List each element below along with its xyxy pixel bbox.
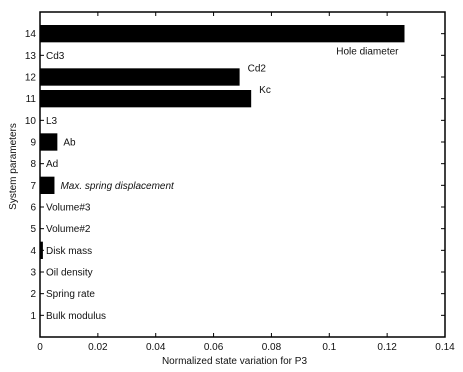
y-axis-label: System parameters bbox=[8, 123, 19, 210]
y-tick-label: 4 bbox=[30, 246, 36, 257]
plot-frame bbox=[39, 11, 446, 338]
y-tick-label: 3 bbox=[30, 268, 36, 279]
y-tick-label: 8 bbox=[30, 159, 36, 170]
bar-label: Spring rate bbox=[46, 289, 95, 300]
x-tick-label: 0 bbox=[37, 342, 43, 353]
x-tick-label: 0.12 bbox=[377, 342, 397, 353]
bar-labels-layer: Bulk modulus Spring rate Oil density Disk m… bbox=[46, 46, 399, 322]
bar-label: Oil density bbox=[46, 268, 93, 279]
x-axis-label: Normalized state variation for P3 bbox=[162, 356, 308, 367]
x-tick-label: 0.14 bbox=[435, 342, 455, 353]
y-tick-label: 2 bbox=[30, 289, 36, 300]
bar bbox=[40, 90, 252, 108]
bar-label: Cd2 bbox=[248, 63, 267, 74]
bar-label: Max. spring displacement bbox=[60, 181, 175, 192]
y-tick-label: 10 bbox=[25, 116, 37, 127]
bars-layer bbox=[40, 25, 405, 259]
x-tick-label: 0.08 bbox=[262, 342, 282, 353]
x-tick-label: 0.1 bbox=[322, 342, 336, 353]
y-tick-label: 13 bbox=[25, 51, 37, 62]
bar-label: Hole diameter bbox=[336, 46, 399, 57]
x-tick-label: 0.04 bbox=[146, 342, 166, 353]
bar bbox=[40, 25, 405, 43]
x-tick-label: 0.02 bbox=[88, 342, 108, 353]
bar-label: Bulk modulus bbox=[46, 311, 106, 322]
y-tick-label: 9 bbox=[30, 138, 36, 149]
y-tick-label: 14 bbox=[25, 29, 37, 40]
y-tick-label: 6 bbox=[30, 203, 36, 214]
y-tick-label: 11 bbox=[26, 94, 37, 105]
ticks-layer: 0 0.02 0.04 0.06 0.08 0.1 0.12 0.14123456789101… bbox=[25, 12, 455, 353]
bar-label: Disk mass bbox=[46, 246, 92, 257]
y-tick-label: 12 bbox=[25, 73, 37, 84]
bar bbox=[40, 176, 55, 194]
bar-label: Kc bbox=[259, 85, 271, 96]
y-tick-label: 5 bbox=[30, 224, 36, 235]
bar-label: Volume#3 bbox=[46, 203, 91, 214]
bar-label: Cd3 bbox=[46, 51, 65, 62]
bar-label: L3 bbox=[46, 116, 58, 127]
x-tick-label: 0.06 bbox=[204, 342, 224, 353]
y-tick-label: 7 bbox=[30, 181, 36, 192]
bar-label: Ad bbox=[46, 159, 58, 170]
bar bbox=[40, 68, 240, 86]
bar-label: Ab bbox=[63, 138, 76, 149]
bar bbox=[40, 133, 58, 151]
bar-label: Volume#2 bbox=[46, 224, 91, 235]
y-tick-label: 1 bbox=[30, 311, 36, 322]
